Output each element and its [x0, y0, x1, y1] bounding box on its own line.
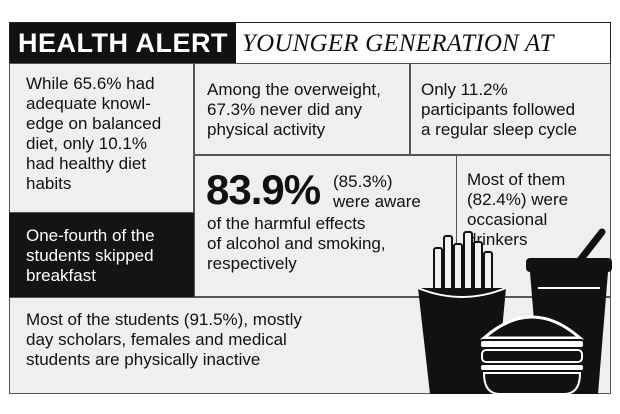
health-alert-badge: HEALTH ALERT — [10, 23, 236, 63]
drinkers-line: Most of them — [467, 170, 566, 189]
alcohol-big-percent: 83.9% — [206, 166, 321, 213]
breakfast-fact-text: One-fourth of the students skipped break… — [26, 226, 155, 286]
inactive-line: students are physically inactive — [26, 350, 261, 369]
diet-line: habits — [26, 174, 72, 193]
diet-line: edge on balanced — [26, 114, 162, 133]
breakfast-line: students skipped — [26, 246, 154, 265]
sleep-fact-cell: Only 11.2% participants followed a regul… — [410, 63, 611, 155]
diet-line: had healthy diet — [26, 154, 147, 173]
activity-fact-text: Among the overweight, 67.3% never did an… — [207, 80, 381, 140]
diet-fact-cell: While 65.6% had adequate knowl- edge on … — [9, 63, 194, 213]
sleep-line: Only 11.2% — [421, 80, 508, 99]
alcohol-were-aware: were aware — [333, 192, 421, 211]
sleep-line: participants followed — [421, 100, 576, 119]
alcohol-fact-text: of the harmful effects of alcohol and sm… — [207, 214, 386, 274]
alcohol-secondary-percent: (85.3%) — [333, 172, 393, 191]
breakfast-fact-cell: One-fourth of the students skipped break… — [9, 213, 194, 297]
title-bar: HEALTH ALERT YOUNGER GENERATION AT RISK — [9, 22, 611, 99]
activity-line: 67.3% never did any — [207, 100, 362, 119]
inactive-line: day scholars, females and medical — [26, 330, 287, 349]
alcohol-line: respectively — [207, 254, 297, 273]
sleep-fact-text: Only 11.2% participants followed a regul… — [421, 80, 577, 140]
subtitle: YOUNGER GENERATION AT RISK — [242, 30, 554, 99]
breakfast-line: One-fourth of the — [26, 226, 155, 245]
alcohol-line: of the harmful effects — [207, 214, 366, 233]
activity-fact-cell: Among the overweight, 67.3% never did an… — [194, 63, 410, 155]
drinkers-fact-text: Most of them (82.4%) were occasional dri… — [467, 170, 568, 250]
drinkers-line: occasional — [467, 210, 548, 229]
fast-food-illustration — [417, 228, 612, 394]
diet-line: adequate knowl- — [26, 94, 151, 113]
diet-line: While 65.6% had — [26, 74, 155, 93]
inactive-fact-text: Most of the students (91.5%), mostly day… — [26, 310, 302, 370]
drinkers-line: (82.4%) were — [467, 190, 569, 209]
sleep-line: a regular sleep cycle — [421, 120, 577, 139]
diet-fact-text: While 65.6% had adequate knowl- edge on … — [26, 74, 161, 194]
diet-line: diet, only 10.1% — [26, 134, 147, 153]
breakfast-line: breakfast — [26, 266, 96, 285]
activity-line: physical activity — [207, 120, 326, 139]
inactive-line: Most of the students (91.5%), mostly — [26, 310, 302, 329]
alcohol-fact-cell — [194, 155, 456, 297]
burger-icon — [479, 315, 585, 394]
activity-line: Among the overweight, — [207, 80, 381, 99]
alcohol-line: of alcohol and smoking, — [207, 234, 386, 253]
